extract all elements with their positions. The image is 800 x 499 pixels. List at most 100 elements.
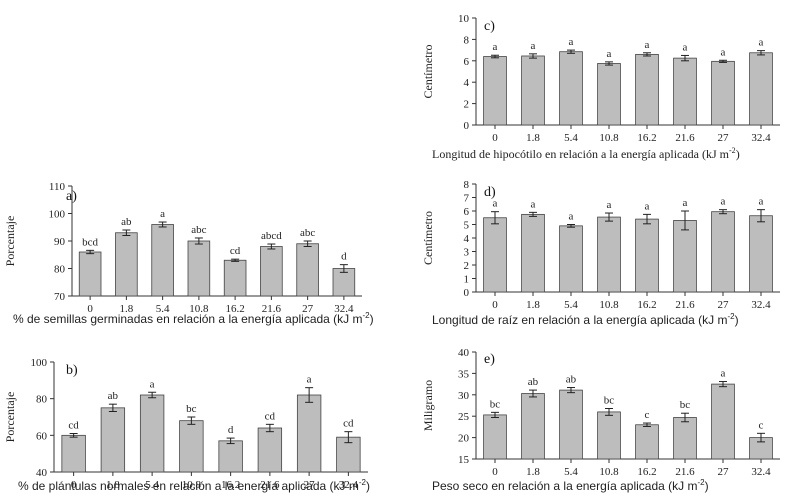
y-axis-label: Porcentaje xyxy=(3,392,17,443)
x-tick-label: 5.4 xyxy=(156,303,170,315)
significance-letter: bc xyxy=(604,394,615,406)
bar xyxy=(559,51,583,126)
significance-letter: ab xyxy=(121,216,132,228)
significance-letter: c xyxy=(645,409,650,421)
y-tick-label: 1 xyxy=(464,274,470,286)
x-axis-label: Longitud de hipocótilo en relación a la … xyxy=(432,146,740,161)
x-axis-label-close: ) xyxy=(370,312,374,326)
bar xyxy=(597,411,621,460)
bar xyxy=(635,424,659,460)
bar xyxy=(139,394,165,473)
x-tick-label: 5.4 xyxy=(145,479,159,491)
significance-letter: a xyxy=(759,196,764,208)
significance-letter: c xyxy=(759,419,764,431)
significance-letter: a xyxy=(569,36,574,48)
panel-label: a) xyxy=(66,189,77,204)
y-tick-label: 6 xyxy=(464,206,470,218)
significance-letter: a xyxy=(721,196,726,208)
y-tick-label: 2 xyxy=(464,260,470,272)
bar xyxy=(179,420,204,473)
significance-letter: a xyxy=(607,199,612,211)
bar xyxy=(711,211,735,293)
y-tick-label: 40 xyxy=(36,467,48,479)
x-axis-label: Peso seco en relación a la energía aplic… xyxy=(432,478,709,493)
significance-letter: d xyxy=(341,251,347,263)
x-tick-label: 1.8 xyxy=(106,479,120,491)
bar xyxy=(673,417,697,460)
y-tick-label: 0 xyxy=(464,287,470,299)
bar xyxy=(521,55,545,126)
significance-letter: a xyxy=(531,198,536,210)
chart-panel-d: 012345678a0a1.8a5.4a10.8a16.2a21.6a27a32… xyxy=(421,179,780,327)
significance-letter: a xyxy=(160,208,165,220)
x-tick-label: 5.4 xyxy=(564,132,578,144)
x-axis-label-main: % de plántulas normales en relación a la… xyxy=(18,479,359,493)
significance-letter: d xyxy=(228,424,234,436)
bar xyxy=(61,434,86,473)
bar xyxy=(749,52,773,126)
y-tick-label: 90 xyxy=(54,236,66,248)
panel-label: c) xyxy=(484,19,495,34)
x-axis-label: % de semillas germinadas en relación a l… xyxy=(13,311,374,326)
x-tick-label: 10.8 xyxy=(189,303,209,315)
y-tick-label: 35 xyxy=(458,368,470,380)
x-axis-label: Longitud de raíz en relación a la energí… xyxy=(432,312,739,327)
bar xyxy=(673,57,697,126)
significance-letter: a xyxy=(645,39,650,51)
y-tick-label: 8 xyxy=(464,34,470,46)
x-tick-label: 1.8 xyxy=(120,303,134,315)
bar xyxy=(223,259,247,297)
x-tick-label: 16.2 xyxy=(637,132,656,144)
x-axis-label-main: Longitud de hipocótilo en relación a la … xyxy=(432,147,730,161)
chart-panel-e: 15 20 25 30 35 40 bc 0 ab 1.8 ab 5.4 bc 10.8 c 16.2 bc 21… xyxy=(421,347,780,493)
y-tick-label: 7 xyxy=(464,193,470,205)
bar xyxy=(296,394,322,473)
chart-panel-c: 0 2 4 6 8 10 a 0 a 1.8 a 5.4 a 10.8 a 16.2 a 21.6 a 27 a 32.4… xyxy=(421,13,780,161)
bar xyxy=(483,217,507,293)
bar xyxy=(115,232,138,297)
bar xyxy=(559,225,583,293)
bar xyxy=(260,246,283,297)
x-tick-label: 1.8 xyxy=(526,132,540,144)
y-axis-label: Centímetro xyxy=(421,211,435,265)
significance-letter: abc xyxy=(300,227,315,239)
y-tick-label: 15 xyxy=(458,454,470,466)
x-tick-label: 0 xyxy=(492,132,498,144)
significance-letter: bcd xyxy=(82,236,98,248)
panel-label: e) xyxy=(484,352,495,367)
x-tick-label: 32.4 xyxy=(751,132,771,144)
x-tick-label: 21.6 xyxy=(675,466,695,478)
bar xyxy=(521,393,545,460)
y-tick-label: 6 xyxy=(464,56,470,68)
x-tick-label: 27 xyxy=(304,479,316,491)
x-tick-label: 5.4 xyxy=(564,466,578,478)
significance-letter: bc xyxy=(186,403,197,415)
significance-letter: a xyxy=(569,211,574,223)
significance-letter: a xyxy=(150,378,155,390)
bar xyxy=(483,414,507,460)
x-axis-label-main: Longitud de raíz en relación a la energí… xyxy=(432,313,728,327)
chart-panel-b: 40 60 80 100 cd 0 ab 1.8 a 5.4 bc 10.8 d 16.2 cd 21.6 a 2… xyxy=(3,357,370,493)
x-tick-label: 27 xyxy=(718,132,730,144)
significance-letter: a xyxy=(645,200,650,212)
significance-letter: abc xyxy=(191,224,206,236)
x-tick-label: 16.2 xyxy=(221,479,240,491)
x-axis-label-superscript: -2 xyxy=(729,146,736,155)
x-tick-label: 32.4 xyxy=(334,303,354,315)
y-axis-label: Centímetro xyxy=(421,45,435,99)
significance-letter: a xyxy=(607,48,612,60)
x-axis-label: % de plántulas normales en relación a la… xyxy=(18,478,370,493)
bar xyxy=(673,220,697,293)
x-tick-label: 1.8 xyxy=(526,466,540,478)
significance-letter: a xyxy=(493,41,498,53)
y-axis-label: Miligramo xyxy=(421,380,435,431)
x-tick-label: 32.4 xyxy=(339,479,359,491)
y-tick-label: 2 xyxy=(464,99,470,111)
x-tick-label: 0 xyxy=(71,479,77,491)
bar xyxy=(597,63,621,126)
y-tick-label: 100 xyxy=(31,357,48,369)
x-axis-label-main: Peso seco en relación a la energía aplic… xyxy=(432,479,697,493)
significance-letter: a xyxy=(721,46,726,58)
x-axis-label-superscript: -2 xyxy=(697,478,705,487)
bar xyxy=(711,383,735,460)
